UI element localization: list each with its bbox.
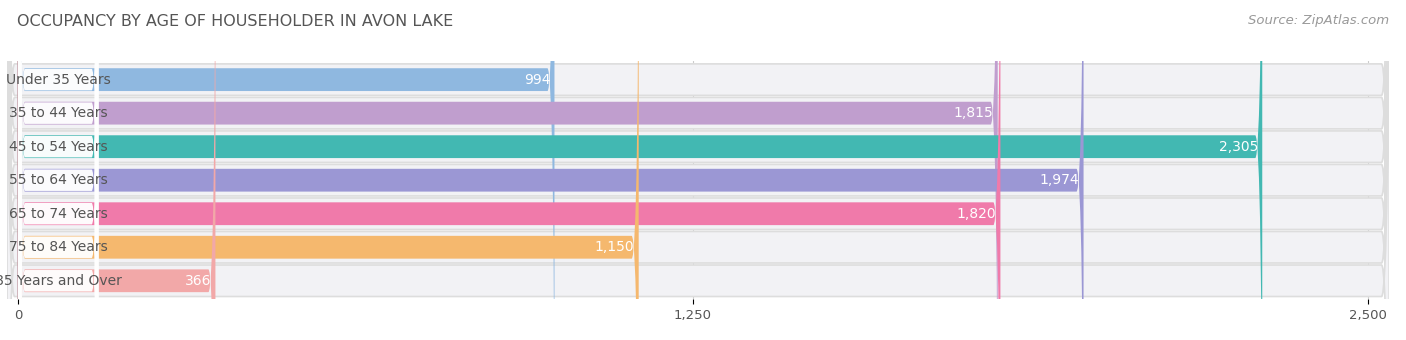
Text: 45 to 54 Years: 45 to 54 Years bbox=[8, 140, 108, 154]
FancyBboxPatch shape bbox=[18, 0, 98, 340]
FancyBboxPatch shape bbox=[18, 0, 1084, 340]
FancyBboxPatch shape bbox=[18, 0, 998, 340]
Text: 65 to 74 Years: 65 to 74 Years bbox=[8, 207, 108, 221]
FancyBboxPatch shape bbox=[18, 0, 638, 340]
Text: 1,150: 1,150 bbox=[595, 240, 634, 254]
FancyBboxPatch shape bbox=[7, 0, 1389, 340]
FancyBboxPatch shape bbox=[7, 0, 1389, 340]
FancyBboxPatch shape bbox=[7, 0, 1389, 340]
FancyBboxPatch shape bbox=[7, 0, 1389, 340]
Text: 1,815: 1,815 bbox=[953, 106, 994, 120]
FancyBboxPatch shape bbox=[7, 0, 1389, 340]
Text: OCCUPANCY BY AGE OF HOUSEHOLDER IN AVON LAKE: OCCUPANCY BY AGE OF HOUSEHOLDER IN AVON … bbox=[17, 14, 453, 29]
FancyBboxPatch shape bbox=[18, 0, 98, 340]
Text: 75 to 84 Years: 75 to 84 Years bbox=[8, 240, 108, 254]
Text: 55 to 64 Years: 55 to 64 Years bbox=[8, 173, 108, 187]
FancyBboxPatch shape bbox=[18, 0, 98, 340]
Text: 35 to 44 Years: 35 to 44 Years bbox=[8, 106, 108, 120]
Text: 85 Years and Over: 85 Years and Over bbox=[0, 274, 122, 288]
FancyBboxPatch shape bbox=[18, 0, 1263, 340]
Text: 366: 366 bbox=[184, 274, 211, 288]
FancyBboxPatch shape bbox=[18, 0, 1001, 340]
FancyBboxPatch shape bbox=[18, 0, 98, 340]
FancyBboxPatch shape bbox=[18, 0, 98, 340]
Text: 994: 994 bbox=[523, 73, 550, 87]
FancyBboxPatch shape bbox=[7, 0, 1389, 340]
Text: 2,305: 2,305 bbox=[1219, 140, 1258, 154]
Text: 1,974: 1,974 bbox=[1039, 173, 1080, 187]
Text: Under 35 Years: Under 35 Years bbox=[6, 73, 111, 87]
Text: Source: ZipAtlas.com: Source: ZipAtlas.com bbox=[1249, 14, 1389, 27]
FancyBboxPatch shape bbox=[18, 0, 554, 340]
FancyBboxPatch shape bbox=[18, 0, 98, 340]
FancyBboxPatch shape bbox=[18, 0, 98, 340]
Text: 1,820: 1,820 bbox=[956, 207, 995, 221]
FancyBboxPatch shape bbox=[18, 0, 215, 340]
FancyBboxPatch shape bbox=[7, 0, 1389, 340]
